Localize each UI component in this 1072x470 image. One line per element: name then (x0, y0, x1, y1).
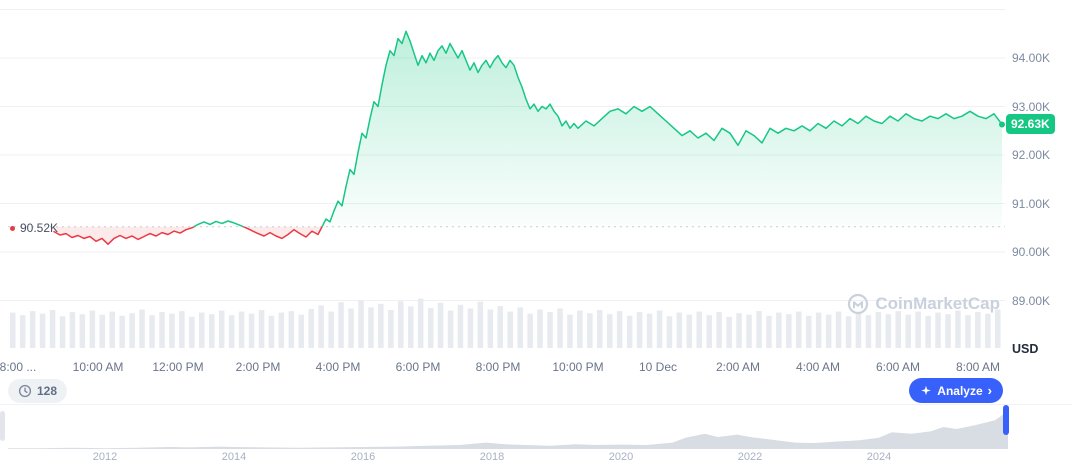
range-year-label: 2020 (608, 451, 634, 463)
range-year-label: 2018 (479, 451, 505, 463)
range-year-label: 2024 (866, 451, 892, 463)
price-line-up (192, 30, 1003, 227)
watchers-count: 128 (37, 384, 58, 398)
chevron-right-icon: › (987, 382, 992, 398)
baseline-price-text: 90.52K (20, 221, 59, 235)
price-chart[interactable] (0, 0, 1005, 355)
x-axis-label: 8:00 ... (0, 360, 37, 374)
x-axis-label: 8:00 AM (955, 360, 1001, 374)
y-axis-label: 93.00K (1012, 99, 1051, 114)
x-axis-label: 8:00 PM (475, 360, 521, 374)
watchers-pill[interactable]: 128 (8, 379, 68, 403)
volume-bars (10, 298, 1001, 348)
red-dot-icon (10, 225, 15, 231)
range-year-label: 2014 (221, 451, 247, 463)
coinmarketcap-logo-icon (848, 293, 869, 315)
range-handle-left[interactable] (0, 411, 5, 441)
currency-unit-label: USD (1012, 342, 1039, 356)
range-selector[interactable]: 2012 2014 2016 2018 2020 2022 2024 (0, 404, 1072, 470)
range-year-label: 2012 (92, 451, 118, 463)
x-axis-label: 6:00 AM (875, 360, 921, 374)
watermark: CoinMarketCap (847, 293, 1000, 315)
range-year-label: 2016 (350, 451, 376, 463)
analyze-label: Analyze (937, 383, 983, 398)
x-axis-label: 6:00 PM (395, 360, 441, 374)
range-mini-chart[interactable] (0, 407, 1072, 451)
y-axis-label: 90.00K (1012, 245, 1051, 259)
baseline-price-label: 90.52K (10, 221, 58, 235)
current-price-badge: 92.63K (1006, 114, 1055, 134)
history-clock-icon (18, 384, 32, 398)
x-axis-label: 12:00 PM (152, 360, 204, 374)
y-axis-label: 92.00K (1012, 148, 1051, 162)
x-axis-label: 10:00 AM (72, 360, 124, 374)
range-year-label: 2022 (737, 451, 763, 463)
y-axis-label: 91.00K (1012, 196, 1051, 211)
x-axis: 8:00 ... 10:00 AM 12:00 PM 2:00 PM 4:00 PM 6:… (0, 360, 1005, 376)
last-price-dot (999, 121, 1005, 128)
x-axis-label: 2:00 AM (715, 360, 761, 374)
x-axis-label: 4:00 AM (795, 360, 841, 374)
sparkle-icon (921, 385, 932, 395)
x-axis-label: 2:00 PM (235, 360, 281, 374)
y-axis-label: 89.00K (1012, 293, 1051, 308)
x-axis-label: 10 Dec (638, 360, 678, 374)
range-handle-right[interactable] (1003, 405, 1009, 435)
watermark-text: CoinMarketCap (875, 294, 1000, 313)
y-axis-label: 94.00K (1012, 51, 1051, 65)
price-line-down (53, 226, 1002, 245)
analyze-button[interactable]: Analyze › (909, 378, 1003, 403)
x-axis-label: 10:00 PM (552, 360, 604, 374)
range-area (8, 411, 1009, 449)
x-axis-label: 4:00 PM (315, 360, 361, 374)
